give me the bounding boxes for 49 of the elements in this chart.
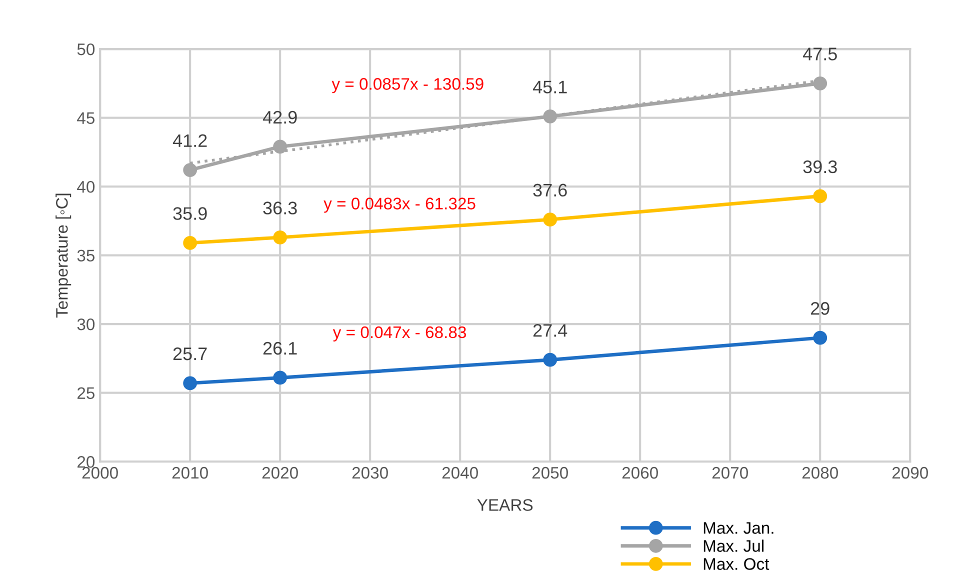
point (183, 376, 198, 390)
data-label: 29 (810, 302, 830, 315)
y-tick-label: 25 (78, 387, 95, 400)
data-label: 36.3 (263, 202, 297, 214)
point (813, 189, 828, 204)
data-label: 35.9 (173, 207, 207, 220)
legend-label: Max. Jul (704, 540, 764, 552)
x-axis-title: YEARS (477, 499, 533, 511)
x-tick-label: 2040 (442, 466, 478, 479)
data-label: 27.4 (533, 324, 568, 337)
legend-label: Max. Oct (704, 558, 770, 570)
x-tick-label: 2000 (82, 466, 118, 479)
point (273, 230, 288, 244)
x-tick-label: 2020 (262, 466, 298, 479)
point (813, 330, 828, 345)
data-label: 42.9 (262, 110, 297, 124)
y-tick-label: 35 (77, 250, 95, 262)
point (273, 140, 288, 154)
legend-label: Max. Jan. (704, 522, 774, 534)
data-label: 39.3 (803, 160, 837, 174)
data-label: 41.2 (172, 134, 207, 147)
x-tick-label: 2030 (352, 466, 388, 479)
point (183, 236, 198, 250)
y-tick-label: 40 (77, 180, 95, 193)
y-tick-label: 30 (77, 318, 95, 330)
x-tick-label: 2070 (712, 466, 748, 479)
point (543, 109, 558, 124)
x-tick-label: 2010 (172, 466, 208, 479)
point (543, 352, 558, 367)
x-tick-label: 2080 (802, 466, 838, 479)
y-tick-label: 45 (77, 112, 95, 124)
data-label: 25.7 (173, 347, 207, 360)
point (273, 370, 288, 385)
point (183, 163, 198, 178)
x-tick-label: 2090 (892, 466, 928, 479)
data-label: 47.5 (802, 48, 837, 60)
annotation: y = 0.0857x - 130.59 (332, 78, 484, 94)
y-tick-label: 50 (77, 43, 95, 56)
data-label: 26.1 (263, 342, 297, 355)
data-label: 45.1 (532, 80, 567, 94)
annotation: y = 0.047x - 68.83 (332, 326, 466, 342)
point (813, 76, 828, 90)
y-axis-title: Temperature [◦C] (56, 194, 72, 318)
y-tick-label: 20 (78, 456, 95, 468)
point (543, 212, 558, 227)
data-label: 37.6 (533, 184, 567, 197)
x-tick-label: 2050 (532, 466, 568, 479)
x-tick-label: 2060 (622, 466, 658, 479)
annotation: y = 0.0483x - 61.325 (324, 198, 476, 213)
